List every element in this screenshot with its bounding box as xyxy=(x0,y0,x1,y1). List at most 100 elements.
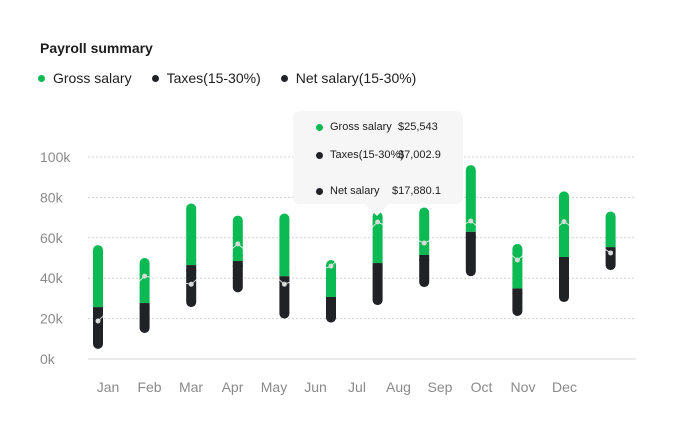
net-salary-point xyxy=(95,318,101,324)
tooltip-label: Taxes(15-30%) xyxy=(330,149,404,161)
bar-taxes xyxy=(372,263,383,306)
bar-taxes xyxy=(559,256,569,303)
x-tick-label: Sep xyxy=(428,379,453,395)
net-salary-point xyxy=(328,263,334,269)
net-salary-point xyxy=(142,273,148,279)
legend-label: Net salary(15-30%) xyxy=(295,70,417,86)
net-salary-point xyxy=(514,257,520,263)
legend-item-gross[interactable]: Gross salary xyxy=(38,70,132,86)
x-tick-label: Feb xyxy=(137,379,161,395)
tooltip-row-net: Net salary $17,880.1 xyxy=(316,185,441,197)
tooltip-value: $25,543 xyxy=(398,121,438,133)
x-tick-label: Jun xyxy=(304,379,327,395)
bar-gross xyxy=(232,215,243,262)
net-salary-point xyxy=(421,240,427,246)
bar-gross-cap xyxy=(465,225,476,232)
bar-taxes-cap xyxy=(93,307,103,314)
x-tick-label: Oct xyxy=(471,379,493,395)
bar-taxes xyxy=(512,288,523,316)
x-tick-label: Aug xyxy=(386,379,411,395)
bar-taxes-cap xyxy=(139,303,150,310)
legend-item-taxes[interactable]: Taxes(15-30%) xyxy=(151,70,261,86)
bar-gross-cap xyxy=(559,250,569,257)
bar-taxes-cap xyxy=(279,276,290,283)
net-salary-line xyxy=(97,220,611,322)
dot-icon xyxy=(316,151,323,159)
bar-taxes-cap xyxy=(512,288,523,295)
legend: Gross salary Taxes(15-30%) Net salary(15… xyxy=(38,70,416,86)
bar-gross-cap xyxy=(186,259,197,266)
bar-taxes-cap xyxy=(372,263,383,270)
x-tick-label: Dec xyxy=(552,379,577,395)
bar-taxes-cap xyxy=(465,231,476,238)
tooltip-label: Gross salary xyxy=(330,121,392,133)
y-tick-label: 20k xyxy=(40,311,64,327)
bar-taxes xyxy=(279,276,290,319)
y-tick-label: 60k xyxy=(40,230,64,246)
legend-label: Taxes(15-30%) xyxy=(166,70,261,86)
bar-taxes-cap xyxy=(559,256,569,263)
bar-taxes-cap xyxy=(232,261,243,268)
x-tick-label: Jan xyxy=(97,379,120,395)
bar-gross xyxy=(186,203,197,266)
bar-taxes-cap xyxy=(419,254,430,261)
net-salary-point xyxy=(375,219,381,225)
bar-taxes xyxy=(232,261,243,293)
legend-label: Gross salary xyxy=(53,70,132,86)
bar-gross xyxy=(279,213,290,277)
legend-dot-icon xyxy=(151,74,159,82)
bar-taxes xyxy=(93,307,103,349)
net-salary-point xyxy=(235,241,241,247)
chart-title: Payroll summary xyxy=(40,40,153,56)
bar-taxes xyxy=(419,254,430,288)
net-salary-point xyxy=(561,219,567,225)
legend-dot-icon xyxy=(280,74,288,82)
legend-item-net[interactable]: Net salary(15-30%) xyxy=(280,70,417,86)
bar-gross-cap xyxy=(419,248,430,255)
bar-taxes-cap xyxy=(326,296,336,303)
bar-gross xyxy=(559,191,569,257)
bar-taxes xyxy=(326,296,336,323)
x-tick-label: Mar xyxy=(179,379,203,395)
bar-gross-cap xyxy=(605,241,616,248)
tooltip-value: $17,880.1 xyxy=(392,185,441,197)
y-tick-label: 40k xyxy=(40,270,64,286)
bar-gross xyxy=(372,211,383,264)
bar-gross xyxy=(605,211,616,248)
bar-taxes-cap xyxy=(605,247,616,254)
bar-taxes xyxy=(139,303,150,333)
bar-gross xyxy=(139,258,150,304)
x-tick-label: Jul xyxy=(348,379,366,395)
bar-gross-cap xyxy=(232,255,243,262)
bar-gross-cap xyxy=(139,297,150,304)
bar-taxes xyxy=(465,231,476,277)
tooltip-label: Net salary xyxy=(330,185,380,197)
bar-gross-cap xyxy=(279,270,290,277)
x-tick-label: Apr xyxy=(222,379,244,395)
legend-dot-icon xyxy=(38,74,45,82)
x-tick-label: Nov xyxy=(511,379,536,395)
y-tick-label: 0k xyxy=(40,351,56,367)
tooltip-row-taxes: Taxes(15-30%) $7,002.9 xyxy=(316,149,441,161)
bar-taxes-cap xyxy=(186,265,197,272)
y-tick-label: 80k xyxy=(40,189,64,205)
dot-icon xyxy=(316,187,323,195)
bar-gross xyxy=(512,243,523,289)
bar-gross-cap xyxy=(93,301,103,308)
net-salary-point xyxy=(188,281,194,287)
net-salary-point xyxy=(281,281,287,287)
tooltip-value: $7,002.9 xyxy=(398,149,441,161)
net-salary-point xyxy=(468,218,474,224)
tooltip-row-gross: Gross salary $25,543 xyxy=(316,121,438,133)
bar-gross xyxy=(419,207,430,255)
x-tick-label: May xyxy=(261,379,287,395)
y-tick-label: 100k xyxy=(40,149,71,165)
bar-gross-cap xyxy=(512,282,523,289)
dot-icon xyxy=(316,123,323,131)
bar-gross xyxy=(465,165,476,232)
bar-gross-cap xyxy=(372,257,383,264)
bar-gross xyxy=(326,260,336,297)
bar-gross xyxy=(93,245,103,308)
tooltip: Gross salary $25,543 Taxes(15-30%) $7,002.… xyxy=(293,111,463,216)
